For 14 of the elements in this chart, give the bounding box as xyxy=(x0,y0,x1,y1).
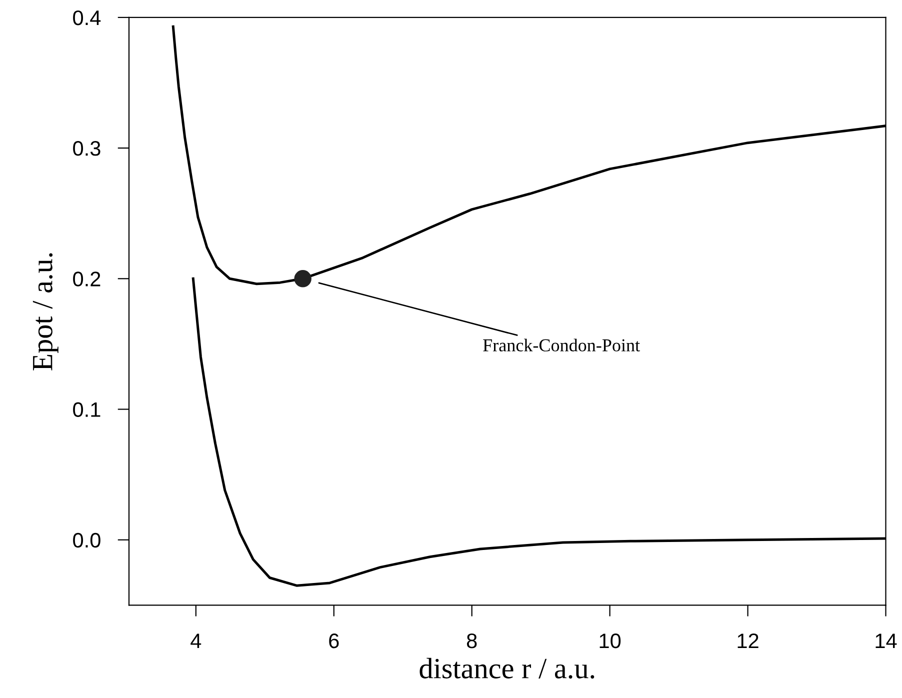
x-tick-label: 14 xyxy=(876,634,897,648)
x-axis-title: distance r / a.u. xyxy=(420,658,594,679)
x-tick-label: 6 xyxy=(329,633,339,648)
x-tick-label: 8 xyxy=(466,633,477,648)
y-tick-label: 0.0 xyxy=(73,532,100,548)
x-tick-label: 12 xyxy=(738,633,758,648)
x-tick-label: 4 xyxy=(190,634,202,648)
y-tick-label: 0.2 xyxy=(73,272,100,286)
x-tick-label: 10 xyxy=(600,633,621,648)
y-tick-label: 0.4 xyxy=(73,10,101,26)
y-tick-label: 0.3 xyxy=(73,141,100,156)
y-axis-title: Epot / a.u. xyxy=(32,253,58,370)
y-tick-label: 0.1 xyxy=(73,402,100,418)
annotation: Franck-Condon-Point xyxy=(483,338,640,352)
